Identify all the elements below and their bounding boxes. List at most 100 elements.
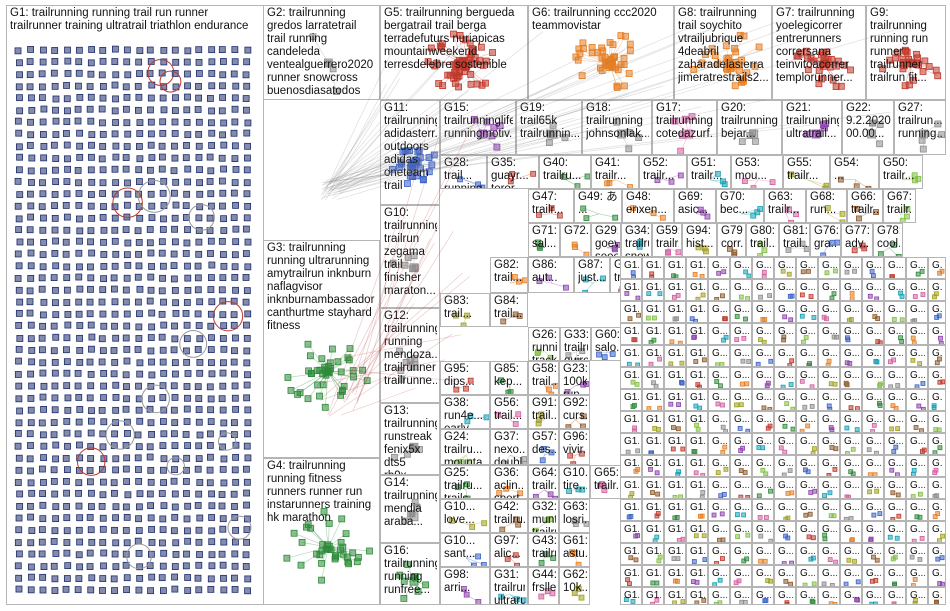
node-marker bbox=[218, 395, 226, 403]
small-group-cell: G86: aut... bbox=[528, 257, 574, 293]
node-marker bbox=[919, 428, 924, 432]
node-marker bbox=[76, 538, 84, 546]
node-marker bbox=[889, 426, 895, 432]
node-marker bbox=[111, 310, 119, 318]
node-marker bbox=[648, 361, 654, 366]
node-marker bbox=[52, 237, 59, 245]
node-marker bbox=[711, 52, 719, 60]
node-marker bbox=[172, 551, 180, 558]
node-marker bbox=[789, 490, 795, 496]
node-marker bbox=[803, 335, 809, 340]
node-marker bbox=[231, 503, 238, 510]
node-marker bbox=[147, 502, 155, 510]
node-marker bbox=[219, 202, 226, 210]
node-marker bbox=[135, 58, 143, 66]
node-marker bbox=[171, 322, 178, 330]
node-marker bbox=[38, 538, 46, 546]
node-marker bbox=[231, 142, 239, 150]
tiny-group-cell: G... bbox=[730, 345, 752, 367]
tiny-group-cell: G1... bbox=[686, 455, 708, 477]
node-marker bbox=[458, 459, 464, 464]
node-marker bbox=[799, 292, 805, 298]
node-marker bbox=[874, 557, 880, 563]
node-marker bbox=[403, 180, 411, 187]
cluster-graphic bbox=[937, 379, 945, 385]
node-marker bbox=[677, 340, 683, 344]
cluster-graphic bbox=[651, 380, 659, 388]
node-marker bbox=[768, 488, 773, 494]
node-marker bbox=[27, 167, 35, 175]
node-marker bbox=[937, 356, 942, 362]
node-marker bbox=[158, 249, 166, 257]
node-marker bbox=[195, 418, 203, 426]
node-marker bbox=[218, 107, 226, 115]
node-marker bbox=[515, 521, 522, 528]
node-marker bbox=[184, 274, 192, 282]
cluster-graphic bbox=[932, 493, 940, 498]
cluster-graphic bbox=[802, 467, 811, 475]
tiny-group-cell: G... bbox=[840, 279, 862, 301]
tiny-group-cell: G... bbox=[774, 411, 796, 433]
tiny-group-cell: G... bbox=[928, 477, 946, 499]
node-marker bbox=[875, 339, 881, 344]
node-marker bbox=[75, 575, 83, 583]
node-marker bbox=[242, 71, 250, 79]
tiny-group-cell: G... bbox=[862, 499, 884, 521]
node-marker bbox=[51, 587, 59, 594]
tiny-group-cell: G... bbox=[884, 433, 906, 455]
node-marker bbox=[26, 58, 34, 65]
node-marker bbox=[112, 503, 120, 511]
node-marker bbox=[170, 250, 178, 258]
node-marker bbox=[855, 406, 860, 410]
node-marker bbox=[39, 58, 47, 66]
node-marker bbox=[75, 179, 82, 187]
node-marker bbox=[87, 202, 95, 210]
cluster-graphic bbox=[470, 115, 504, 151]
node-marker bbox=[914, 384, 920, 388]
node-marker bbox=[158, 287, 166, 295]
node-marker bbox=[650, 601, 655, 604]
node-marker bbox=[323, 367, 333, 377]
node-marker bbox=[208, 107, 216, 115]
node-marker bbox=[799, 240, 806, 247]
node-marker bbox=[844, 425, 850, 431]
node-marker bbox=[184, 286, 192, 294]
node-marker bbox=[148, 573, 156, 581]
node-marker bbox=[917, 556, 923, 562]
node-marker bbox=[849, 296, 855, 300]
node-marker bbox=[111, 359, 119, 366]
node-marker bbox=[171, 107, 179, 114]
node-marker bbox=[580, 413, 587, 420]
node-marker bbox=[63, 141, 71, 149]
node-marker bbox=[88, 249, 96, 257]
node-marker bbox=[425, 168, 433, 176]
node-marker bbox=[913, 598, 918, 603]
node-marker bbox=[634, 381, 640, 387]
cluster-graphic bbox=[760, 467, 769, 476]
node-marker bbox=[75, 69, 83, 77]
node-marker bbox=[124, 179, 131, 187]
small-group-cell: G62: 10k... bbox=[559, 567, 590, 605]
cluster-graphic bbox=[887, 534, 900, 541]
node-marker bbox=[207, 418, 215, 425]
node-marker bbox=[39, 179, 46, 187]
group-cell-g18: G18: trailrunning johnsonlak... bbox=[582, 100, 652, 155]
node-marker bbox=[921, 447, 927, 453]
cluster-graphic bbox=[879, 46, 942, 90]
node-marker bbox=[219, 94, 226, 101]
node-marker bbox=[463, 591, 470, 598]
tiny-group-cell: G1... bbox=[642, 433, 664, 455]
node-marker bbox=[345, 560, 353, 568]
tiny-group-cell: G1... bbox=[642, 587, 664, 605]
node-marker bbox=[99, 443, 107, 451]
node-marker bbox=[86, 298, 94, 306]
self-loop-marker bbox=[217, 432, 237, 451]
node-marker bbox=[195, 58, 203, 66]
cluster-graphic bbox=[870, 422, 877, 432]
node-marker bbox=[733, 580, 739, 586]
node-marker bbox=[100, 549, 108, 557]
cluster-graphic bbox=[739, 381, 750, 387]
node-marker bbox=[416, 154, 424, 161]
node-marker bbox=[122, 371, 130, 379]
graph-edge bbox=[827, 213, 843, 222]
